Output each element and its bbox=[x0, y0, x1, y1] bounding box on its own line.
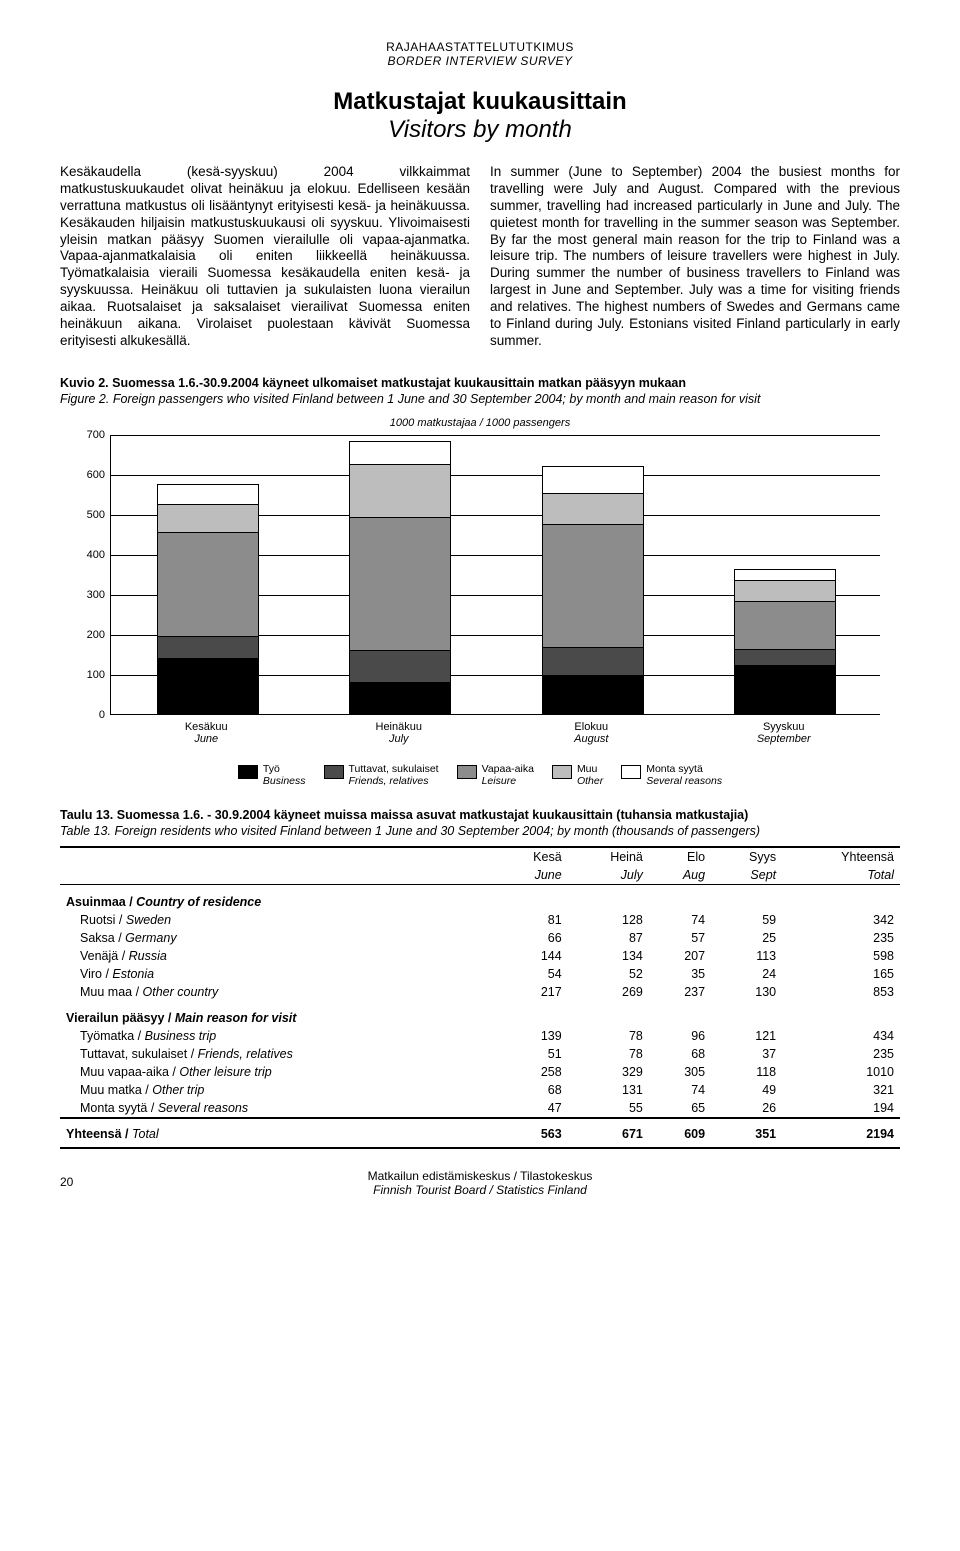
legend-item-leisure: Vapaa-aikaLeisure bbox=[457, 763, 534, 787]
legend-label: Tuttavat, sukulaisetFriends, relatives bbox=[349, 763, 439, 787]
page-footer: 20 Matkailun edistämiskeskus / Tilastoke… bbox=[60, 1169, 900, 1197]
legend-label: TyöBusiness bbox=[263, 763, 306, 787]
header-line1: RAJAHAASTATTELUTUTKIMUS bbox=[60, 40, 900, 54]
bar-segment-leisure bbox=[349, 517, 451, 650]
footer-fi: Matkailun edistämiskeskus / Tilastokesku… bbox=[368, 1169, 593, 1183]
tbl-label-fi: Taulu 13. bbox=[60, 808, 113, 822]
page-title-en: Visitors by month bbox=[60, 116, 900, 144]
bar-segment-several bbox=[734, 569, 836, 580]
figure-caption: Kuvio 2. Suomessa 1.6.-30.9.2004 käyneet… bbox=[60, 375, 900, 408]
fig-text-fi: Suomessa 1.6.-30.9.2004 käyneet ulkomais… bbox=[112, 376, 686, 390]
y-tick: 400 bbox=[75, 549, 105, 561]
legend-item-several: Monta syytäSeveral reasons bbox=[621, 763, 722, 787]
plot-area bbox=[110, 435, 880, 715]
bar-segment-business bbox=[542, 675, 644, 714]
chart-container: 1000 matkustajaa / 1000 passengers 01002… bbox=[60, 417, 900, 787]
bar-column bbox=[157, 484, 257, 714]
y-tick: 700 bbox=[75, 429, 105, 441]
bar-segment-friends bbox=[349, 650, 451, 682]
legend-swatch bbox=[457, 765, 477, 779]
fig-label-en: Figure 2. bbox=[60, 392, 109, 406]
body-columns: Kesäkaudella (kesä-syyskuu) 2004 vilkkai… bbox=[60, 164, 900, 350]
tbl-text-fi: Suomessa 1.6. - 30.9.2004 käyneet muissa… bbox=[117, 808, 749, 822]
bar-segment-friends bbox=[734, 649, 836, 665]
bar-segment-several bbox=[542, 466, 644, 493]
bar-segment-other bbox=[349, 464, 451, 517]
page-number: 20 bbox=[60, 1175, 73, 1189]
bar-segment-other bbox=[734, 580, 836, 601]
legend-item-other: MuuOther bbox=[552, 763, 603, 787]
legend-label: MuuOther bbox=[577, 763, 603, 787]
x-label: KesäkuuJune bbox=[156, 721, 256, 745]
table-row: Muu vapaa-aika / Other leisure trip25832… bbox=[60, 1063, 900, 1081]
table-row: Monta syytä / Several reasons47556526194 bbox=[60, 1099, 900, 1118]
body-right: In summer (June to September) 2004 the b… bbox=[490, 164, 900, 350]
tbl-text-en: Foreign residents who visited Finland be… bbox=[114, 824, 760, 838]
legend-label: Vapaa-aikaLeisure bbox=[482, 763, 534, 787]
chart-legend: TyöBusiness Tuttavat, sukulaisetFriends, … bbox=[60, 763, 900, 787]
bar-column bbox=[349, 441, 449, 714]
header-line2: BORDER INTERVIEW SURVEY bbox=[60, 54, 900, 68]
x-axis-labels: KesäkuuJune HeinäkuuJuly ElokuuAugust Syysk… bbox=[110, 721, 880, 745]
bar-segment-friends bbox=[157, 636, 259, 657]
page: RAJAHAASTATTELUTUTKIMUS BORDER INTERVIEW… bbox=[0, 0, 960, 1217]
y-axis: 0100200300400500600700 bbox=[75, 435, 105, 715]
bar-column bbox=[734, 569, 834, 714]
table-row: Viro / Estonia54523524165 bbox=[60, 965, 900, 983]
legend-swatch bbox=[324, 765, 344, 779]
table-row: Muu matka / Other trip681317449321 bbox=[60, 1081, 900, 1099]
table-row: Ruotsi / Sweden811287459342 bbox=[60, 911, 900, 929]
bar-segment-leisure bbox=[734, 601, 836, 649]
table-row: Venäjä / Russia144134207113598 bbox=[60, 947, 900, 965]
bar-segment-business bbox=[734, 665, 836, 714]
data-table: KesäHeinäEloSyysYhteensäJuneJulyAugSeptT… bbox=[60, 846, 900, 1149]
legend-label: Monta syytäSeveral reasons bbox=[646, 763, 722, 787]
bar-segment-business bbox=[157, 658, 259, 715]
bar-segment-leisure bbox=[542, 524, 644, 647]
bar-column bbox=[542, 466, 642, 714]
legend-item-business: TyöBusiness bbox=[238, 763, 306, 787]
y-tick: 600 bbox=[75, 469, 105, 481]
chart-axis-title: 1000 matkustajaa / 1000 passengers bbox=[60, 417, 900, 429]
table-row: Työmatka / Business trip1397896121434 bbox=[60, 1027, 900, 1045]
bar-segment-several bbox=[349, 441, 451, 464]
legend-item-friends: Tuttavat, sukulaisetFriends, relatives bbox=[324, 763, 439, 787]
bar-segment-other bbox=[542, 493, 644, 524]
table-row: Saksa / Germany66875725235 bbox=[60, 929, 900, 947]
y-tick: 300 bbox=[75, 589, 105, 601]
y-tick: 500 bbox=[75, 509, 105, 521]
footer-en: Finnish Tourist Board / Statistics Finla… bbox=[373, 1183, 587, 1197]
body-left: Kesäkaudella (kesä-syyskuu) 2004 vilkkai… bbox=[60, 164, 470, 350]
tbl-label-en: Table 13. bbox=[60, 824, 111, 838]
table-row: Tuttavat, sukulaiset / Friends, relative… bbox=[60, 1045, 900, 1063]
fig-text-en: Foreign passengers who visited Finland b… bbox=[113, 392, 761, 406]
bar-segment-leisure bbox=[157, 532, 259, 636]
bar-segment-several bbox=[157, 484, 259, 504]
table-row: Muu maa / Other country217269237130853 bbox=[60, 983, 900, 1001]
bar-segment-other bbox=[157, 504, 259, 532]
x-label: ElokuuAugust bbox=[541, 721, 641, 745]
bar-segment-friends bbox=[542, 647, 644, 675]
legend-swatch bbox=[238, 765, 258, 779]
stacked-bar-chart: 0100200300400500600700 bbox=[110, 435, 880, 715]
fig-label-fi: Kuvio 2. bbox=[60, 376, 109, 390]
y-tick: 0 bbox=[75, 709, 105, 721]
x-label: HeinäkuuJuly bbox=[349, 721, 449, 745]
table-caption: Taulu 13. Suomessa 1.6. - 30.9.2004 käyn… bbox=[60, 807, 900, 840]
y-tick: 200 bbox=[75, 629, 105, 641]
page-title-fi: Matkustajat kuukausittain bbox=[60, 88, 900, 116]
legend-swatch bbox=[621, 765, 641, 779]
legend-swatch bbox=[552, 765, 572, 779]
y-tick: 100 bbox=[75, 669, 105, 681]
x-label: SyyskuuSeptember bbox=[734, 721, 834, 745]
bar-segment-business bbox=[349, 682, 451, 714]
doc-header: RAJAHAASTATTELUTUTKIMUS BORDER INTERVIEW… bbox=[60, 40, 900, 68]
